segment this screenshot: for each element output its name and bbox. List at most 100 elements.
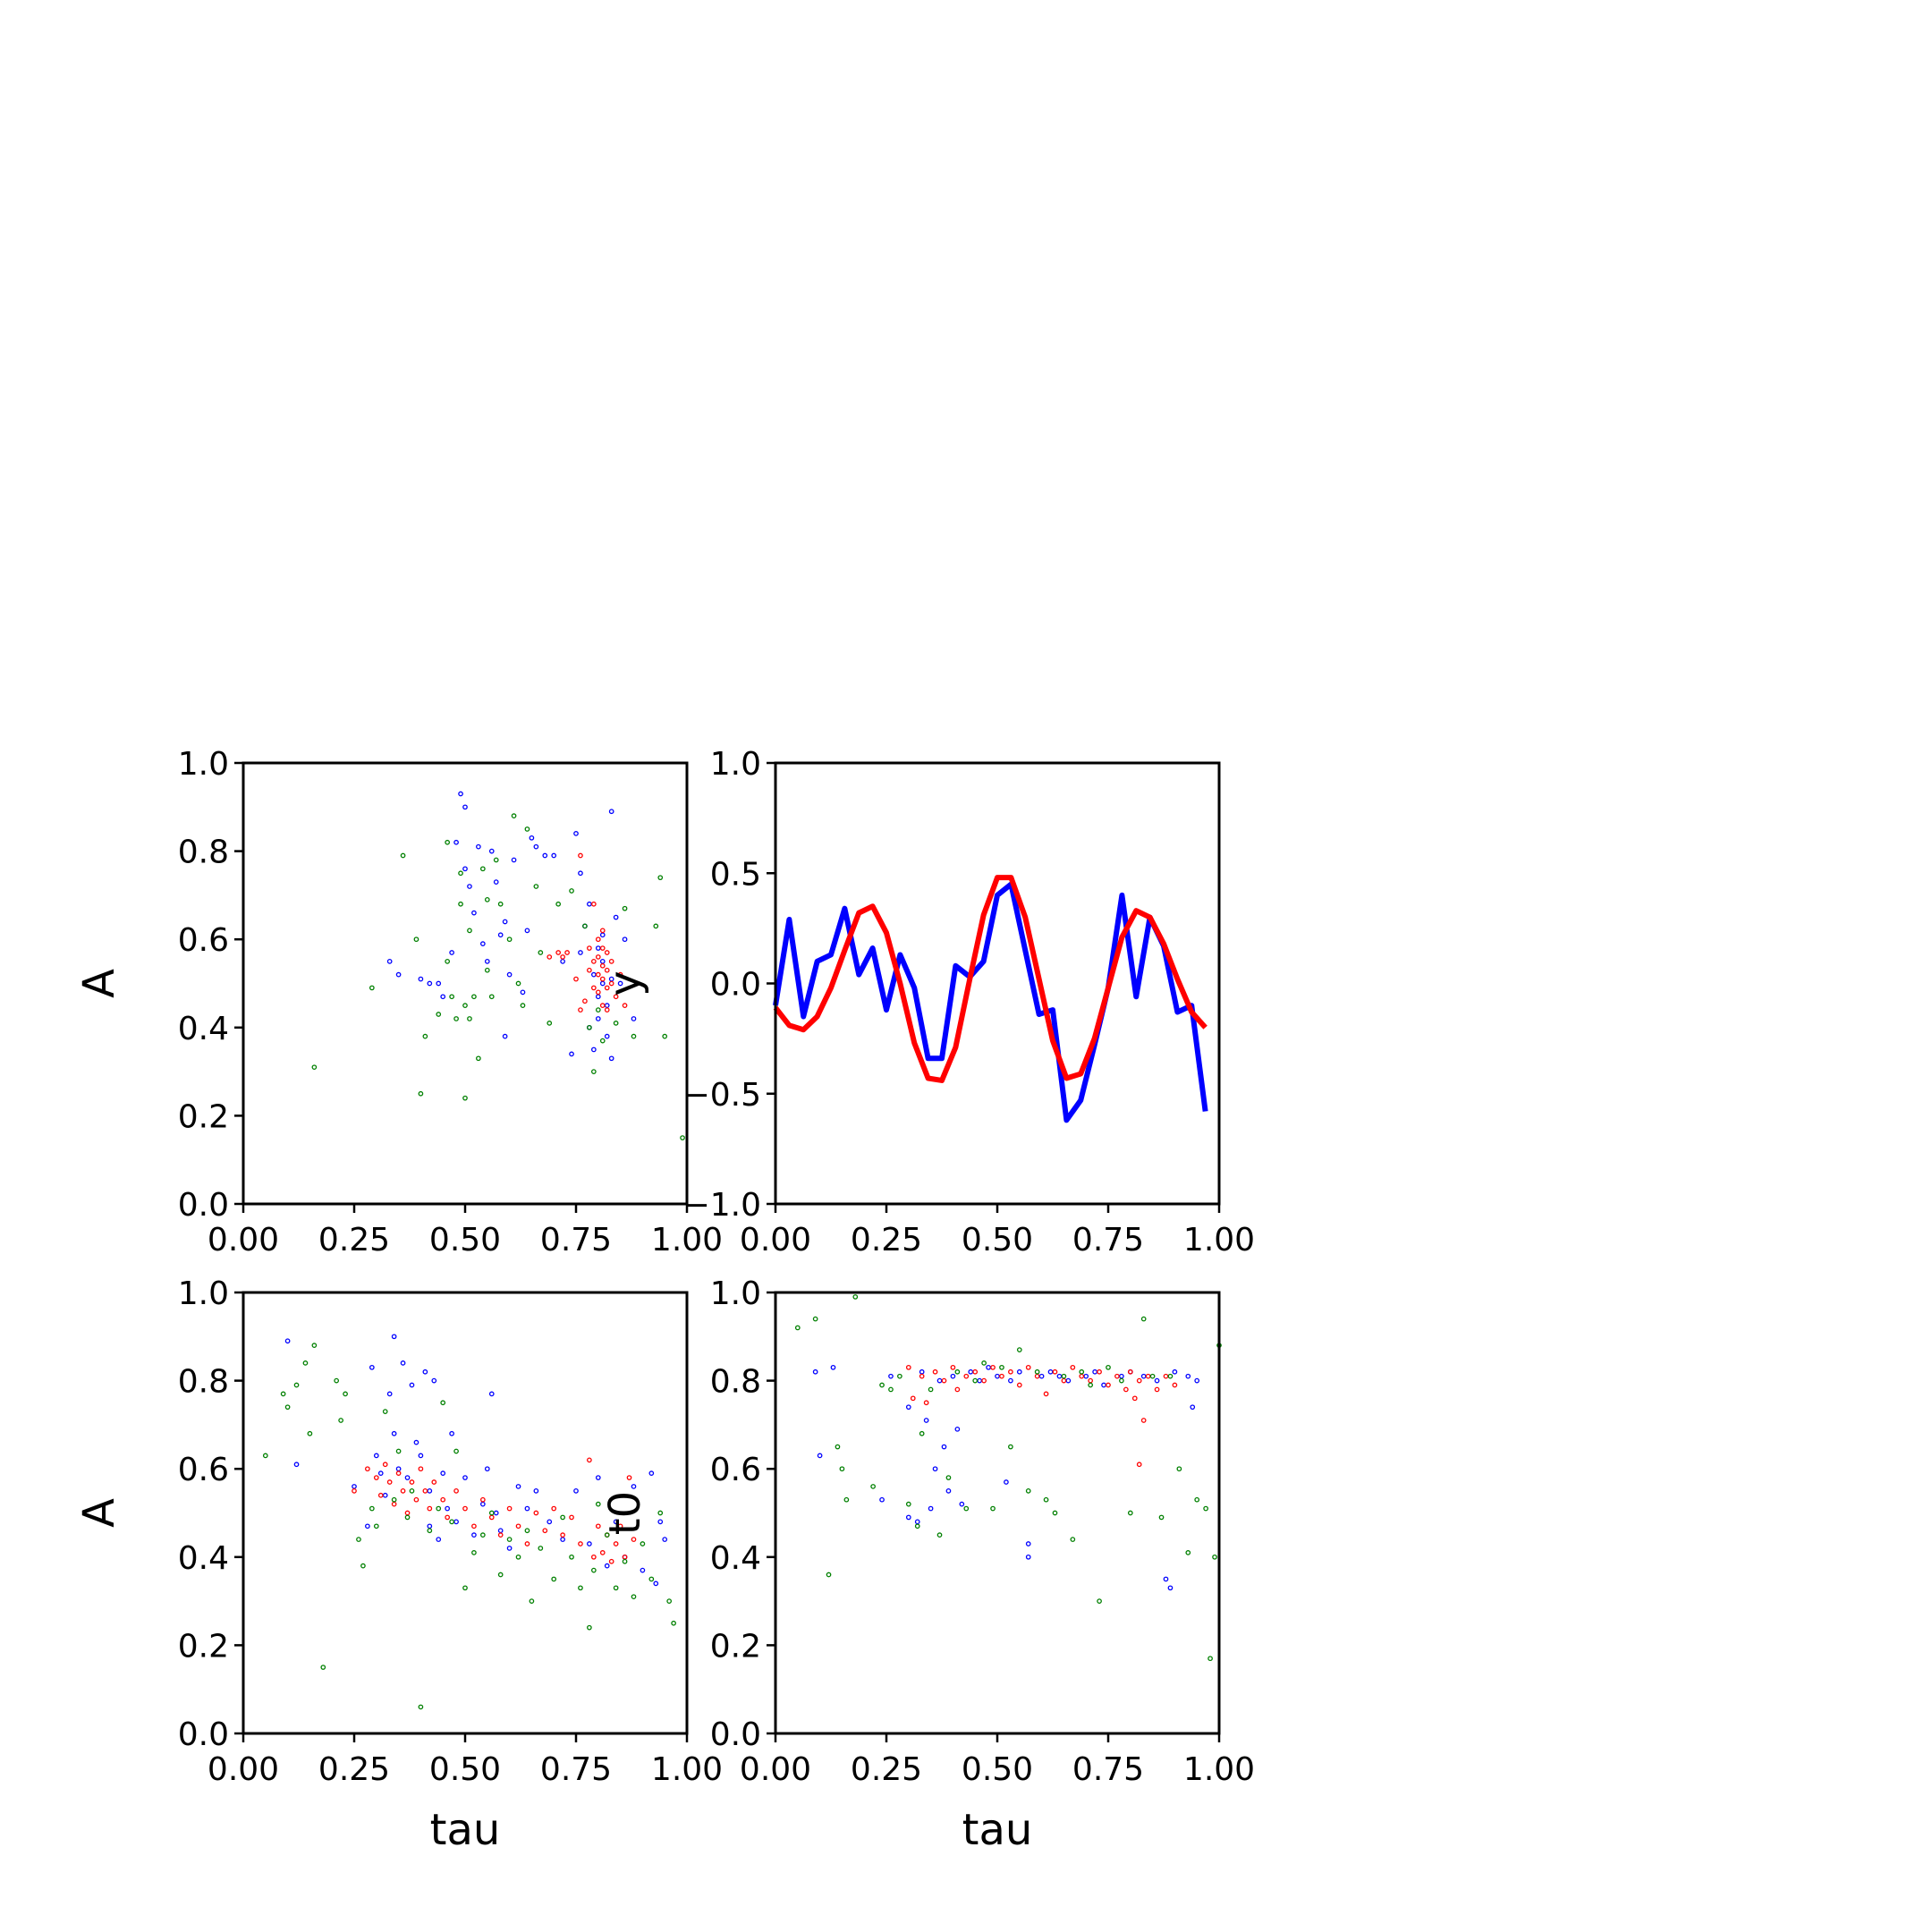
point-1-31 [569,1514,574,1521]
point-0-29 [560,959,565,964]
point-1-3 [923,1400,929,1406]
point-0-22 [440,1470,446,1476]
point-0-30 [1065,1377,1072,1384]
point-2-27 [515,980,521,987]
point-0-47 [648,1470,655,1476]
point-0-50 [662,1537,668,1542]
point-2-2 [400,852,406,859]
point-2-42 [1185,1550,1191,1555]
point-1-2 [919,1373,925,1379]
point-1-24 [1106,1382,1111,1388]
point-0-40 [587,1541,592,1546]
point-2-48 [648,1576,655,1582]
point-1-24 [604,985,610,991]
point-0-31 [493,1510,499,1516]
point-2-45 [622,1558,628,1564]
point-0-3 [365,1523,370,1530]
point-1-4 [573,976,579,982]
point-0-19 [427,1523,433,1530]
point-2-6 [311,1343,318,1349]
point-2-25 [1025,1488,1031,1494]
point-2-15 [936,1532,943,1538]
y-tick-label: 0.8 [178,1364,229,1401]
point-2-17 [471,994,477,1000]
y-tick-label: 0.6 [178,1452,229,1488]
point-2-0 [262,1453,268,1459]
point-2-9 [449,994,454,1000]
point-2-40 [613,1021,619,1026]
point-1-23 [1097,1368,1102,1375]
point-0-12 [936,1377,943,1384]
y-tick-label: 0.2 [178,1098,229,1135]
point-0-10 [462,866,468,872]
point-1-9 [404,1510,411,1516]
point-2-34 [569,888,574,894]
point-0-0 [812,1368,818,1375]
point-2-43 [653,923,659,929]
point-2-32 [1088,1382,1094,1388]
point-1-26 [608,959,614,964]
point-2-1 [369,985,375,991]
point-0-48 [653,1580,659,1587]
point-1-43 [631,1537,637,1542]
point-2-36 [587,1024,592,1030]
point-2-23 [1008,1444,1013,1450]
point-2-12 [458,901,463,907]
point-0-19 [977,1377,983,1384]
point-1-12 [590,901,597,907]
point-1-30 [1140,1418,1147,1423]
point-0-2 [352,1484,357,1489]
point-2-32 [515,1554,521,1560]
point-2-5 [307,1430,313,1436]
point-0-21 [506,971,513,978]
point-0-2 [830,1364,836,1370]
point-2-13 [369,1505,375,1512]
point-2-10 [343,1391,348,1397]
x-axis-label: tau [430,1805,501,1855]
point-2-46 [631,1594,637,1600]
point-1-22 [488,1514,495,1521]
x-tick-label: 0.75 [540,1751,612,1788]
point-0-27 [1038,1373,1045,1379]
y-tick-label: 0.6 [178,922,229,959]
point-2-1 [812,1316,818,1322]
point-1-20 [1070,1364,1076,1370]
point-1-11 [413,1496,419,1503]
point-1-7 [954,1386,961,1393]
point-2-39 [599,1038,606,1044]
point-2-38 [1149,1373,1156,1379]
point-2-9 [888,1386,894,1393]
point-0-10 [391,1430,397,1436]
point-1-3 [564,950,570,955]
point-2-18 [476,1055,481,1062]
x-tick-label: 1.00 [651,1222,723,1258]
point-1-9 [587,945,592,951]
point-1-16 [440,1496,446,1503]
point-1-35 [595,1523,601,1530]
point-0-37 [1154,1377,1160,1384]
point-1-1 [555,950,562,955]
x-tick-label: 0.00 [208,1222,279,1258]
point-0-46 [608,809,614,815]
point-2-20 [484,896,490,902]
point-0-48 [608,1055,614,1062]
y-tick-label: 1.0 [178,746,229,783]
point-0-22 [511,857,517,863]
point-0-25 [453,1519,459,1525]
point-2-16 [945,1475,952,1480]
point-2-13 [919,1430,925,1436]
y-tick-label: 0.2 [178,1628,229,1665]
point-1-40 [617,1523,623,1530]
series-line-1 [773,875,1208,1083]
point-0-14 [945,1488,952,1494]
point-2-51 [671,1620,676,1626]
y-axis-label: y [600,970,650,996]
point-2-43 [1194,1496,1200,1503]
point-1-5 [578,1007,583,1013]
x-axis-label: tau [962,1805,1033,1855]
point-0-32 [578,950,583,955]
point-0-16 [954,1426,961,1432]
point-2-29 [1061,1373,1067,1379]
point-1-39 [613,1541,619,1546]
point-2-0 [794,1325,801,1331]
